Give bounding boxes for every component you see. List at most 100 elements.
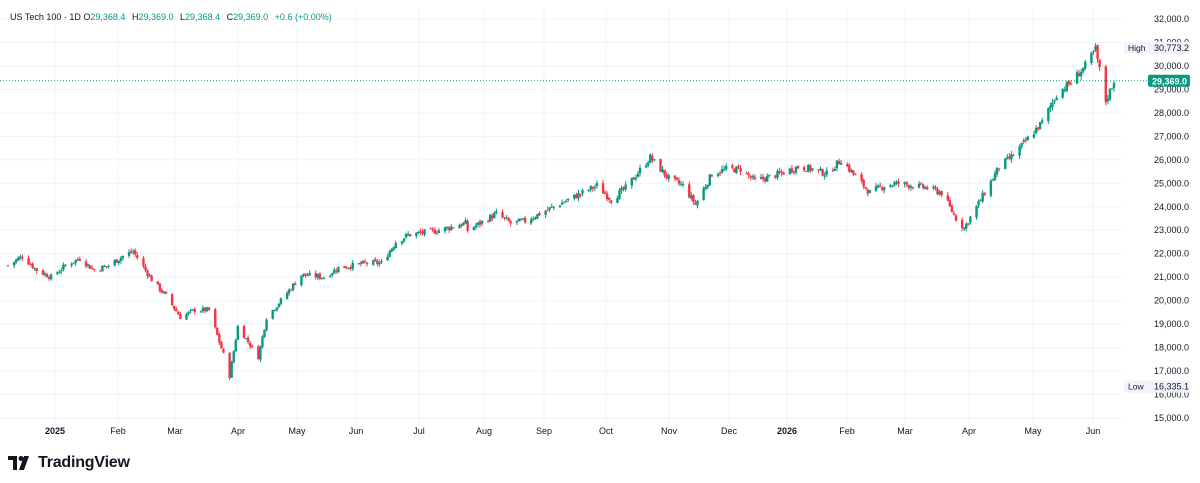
candle-body bbox=[909, 186, 913, 188]
candle-body bbox=[544, 210, 547, 215]
candle-body bbox=[462, 222, 465, 226]
candle-body bbox=[579, 194, 582, 196]
candle-body bbox=[452, 227, 455, 229]
x-tick-label: Nov bbox=[661, 426, 678, 436]
candle-body bbox=[300, 275, 303, 286]
candle-body bbox=[610, 200, 613, 203]
candle-body bbox=[230, 361, 233, 378]
candle-body bbox=[809, 165, 812, 171]
candle-body bbox=[702, 188, 705, 201]
x-tick-label: Jul bbox=[413, 426, 425, 436]
candle-body bbox=[21, 257, 24, 259]
candle-body bbox=[817, 169, 820, 171]
x-tick-label: Apr bbox=[231, 426, 245, 436]
candle-body bbox=[696, 200, 699, 206]
candle-body bbox=[273, 310, 276, 312]
candle-body bbox=[88, 265, 92, 269]
candle-body bbox=[503, 217, 506, 219]
candle-body bbox=[768, 174, 771, 176]
candle-body bbox=[501, 212, 504, 218]
candle-body bbox=[376, 260, 379, 265]
candle-body bbox=[566, 198, 570, 200]
candle-body bbox=[486, 221, 490, 223]
candle-body bbox=[659, 158, 662, 172]
candle-body bbox=[868, 190, 872, 194]
candle-body bbox=[792, 171, 796, 173]
candle-body bbox=[921, 184, 925, 188]
candle-body bbox=[103, 266, 106, 268]
candle-body bbox=[491, 215, 494, 219]
candlestick-chart[interactable]: 32,000.031,000.030,000.029,000.028,000.0… bbox=[0, 0, 1200, 440]
candle-body bbox=[667, 175, 670, 179]
candle-body bbox=[523, 217, 527, 223]
candle-body bbox=[228, 352, 231, 378]
candle-body bbox=[774, 175, 777, 178]
candle-body bbox=[731, 165, 734, 168]
last-price-label: 29,369.0 bbox=[1152, 76, 1187, 86]
candle-body bbox=[538, 212, 541, 216]
candle-body bbox=[846, 164, 849, 167]
candle-body bbox=[191, 309, 194, 311]
candle-body bbox=[193, 308, 196, 313]
candle-body bbox=[1034, 128, 1038, 134]
candle-body bbox=[175, 308, 178, 312]
candle-body bbox=[203, 307, 207, 312]
candle-body bbox=[62, 264, 65, 270]
candle-body bbox=[1112, 82, 1116, 89]
candle-body bbox=[476, 222, 480, 226]
candle-body bbox=[780, 171, 783, 173]
candle-body bbox=[158, 283, 162, 291]
candle-body bbox=[839, 163, 843, 165]
candle-body bbox=[331, 273, 334, 276]
candle-body bbox=[880, 187, 884, 190]
candle-body bbox=[739, 168, 742, 172]
change-value: +0.6 (+0.00%) bbox=[274, 12, 332, 22]
candle-body bbox=[603, 192, 607, 194]
candle-body bbox=[105, 266, 108, 268]
candle-body bbox=[302, 273, 305, 276]
candle-body bbox=[335, 270, 338, 272]
candle-body bbox=[706, 184, 709, 188]
candle-body bbox=[404, 233, 408, 238]
candle-body bbox=[187, 311, 190, 314]
candle-body bbox=[997, 168, 1001, 170]
x-tick-label: May bbox=[1024, 426, 1042, 436]
price-chart[interactable]: 32,000.031,000.030,000.029,000.028,000.0… bbox=[0, 0, 1200, 440]
candle-body bbox=[189, 309, 192, 311]
candle-body bbox=[1018, 146, 1021, 156]
x-tick-label: Jun bbox=[1086, 426, 1101, 436]
candle-body bbox=[472, 227, 475, 230]
candle-body bbox=[47, 277, 51, 279]
candle-body bbox=[589, 186, 592, 190]
candle-body bbox=[419, 231, 422, 233]
candle-body bbox=[460, 224, 463, 227]
candle-body bbox=[363, 261, 367, 263]
candle-body bbox=[661, 169, 664, 173]
candle-body bbox=[692, 195, 695, 202]
symbol-name: US Tech 100 · 1D bbox=[10, 12, 81, 22]
low-value: 29,368.4 bbox=[185, 12, 221, 22]
candle-body bbox=[860, 174, 863, 181]
candle-body bbox=[343, 265, 346, 269]
candle-body bbox=[854, 174, 857, 176]
candle-body bbox=[433, 229, 437, 234]
candle-body bbox=[878, 185, 882, 187]
candle-body bbox=[519, 219, 523, 221]
candle-body bbox=[823, 175, 826, 177]
candle-body bbox=[807, 165, 810, 172]
candle-body bbox=[285, 293, 289, 299]
candle-body bbox=[608, 198, 611, 200]
candle-body bbox=[1082, 67, 1085, 72]
candle-body bbox=[737, 166, 740, 168]
candle-body bbox=[394, 242, 398, 249]
candle-body bbox=[495, 211, 498, 214]
candle-body bbox=[831, 170, 835, 172]
candle-body bbox=[766, 175, 769, 182]
open-label: O bbox=[83, 12, 91, 22]
tradingview-logo[interactable]: TradingView bbox=[8, 452, 130, 474]
candle-body bbox=[601, 183, 605, 194]
x-tick-label: Mar bbox=[897, 426, 913, 436]
candle-body bbox=[952, 212, 956, 215]
candle-body bbox=[981, 192, 984, 202]
candle-body bbox=[948, 199, 952, 207]
